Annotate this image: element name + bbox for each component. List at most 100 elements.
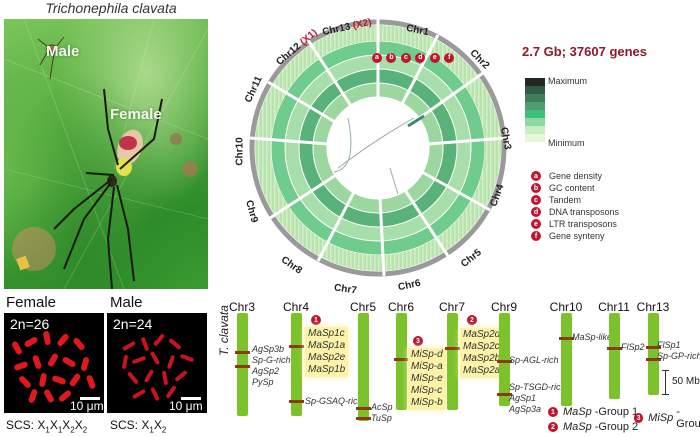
color-step (525, 78, 545, 86)
female-karyotype-title: Female (6, 294, 57, 311)
mb-scale-label: 50 Mb (672, 376, 700, 387)
track-badge-icon: b (531, 183, 541, 193)
gene-label: MiSp-d (411, 349, 443, 360)
female-scs-prefix: SCS: (6, 418, 38, 432)
group-badge-icon: 2 (548, 422, 558, 432)
circos-plot: a b c d e f Chr1 Chr2 Chr3 Chr4 Chr5 Chr… (228, 8, 528, 298)
chr7-title: Chr7 (438, 300, 465, 314)
track-label: Gene density (549, 171, 603, 181)
gene-band (289, 400, 304, 403)
female-scale-bar (80, 397, 100, 400)
female-chromosome-count: 2n=26 (10, 316, 50, 332)
gene-band (289, 345, 304, 348)
gene-label: MaSp2b (463, 353, 501, 364)
circos-rings (249, 18, 507, 277)
chr11-bar (607, 313, 622, 399)
track-badge-e: e (429, 52, 440, 63)
spider-illustration (4, 19, 208, 289)
track-badge-icon: d (531, 207, 541, 217)
female-sex-chromosome-system: SCS: X1X1X2X2 (6, 418, 87, 434)
female-chromosomes (12, 331, 96, 403)
track-legend-item: b GC content (531, 182, 619, 194)
chr13-bar (646, 313, 661, 395)
chr-label-10: Chr10 (234, 137, 246, 166)
gene-band (445, 347, 460, 350)
gene-band (235, 365, 250, 368)
mb-scale-bar (665, 370, 666, 394)
male-scs-prefix: SCS: (110, 418, 142, 432)
female-karyotype-image: 2n=26 10 μm (4, 313, 104, 413)
male-karyotype-title: Male (110, 294, 143, 311)
chr11-title: Chr11 (598, 300, 630, 314)
gene-label: PySp (252, 377, 274, 387)
male-scs-formula: X1X2 (141, 418, 167, 435)
track-badge-f: f (444, 52, 455, 63)
gene-label: FlSp2 (621, 342, 645, 352)
track-badge-a: a (372, 52, 382, 63)
chr9-bar (497, 313, 512, 406)
female-label: Female (110, 106, 162, 123)
color-step (525, 126, 545, 134)
gene-label: Sp-AGL-rich (509, 355, 559, 365)
track-badge-icon: a (531, 171, 541, 181)
group-3-marker: 3 (413, 336, 423, 346)
group-badge-icon: 3 (634, 413, 644, 423)
gene-label: Sp-G-rich (252, 355, 291, 365)
group-suffix: -Group 1 (594, 406, 639, 418)
genome-stat: 2.7 Gb; 37607 genes (522, 44, 648, 59)
color-step (525, 86, 545, 94)
group-legend-2: 2 MaSp -Group 2 (548, 421, 638, 433)
gene-band (235, 351, 250, 354)
track-label: DNA transposons (549, 207, 620, 217)
scale-max-label: Maximum (548, 76, 588, 86)
track-label: Tandem (549, 195, 582, 205)
chr10-bar (559, 313, 574, 406)
gene-label: MaSp1a (308, 340, 346, 351)
track-legend: a Gene density b GC content c Tandem d DNA t… (531, 170, 619, 242)
track-legend-item: e LTR transposons (531, 218, 619, 230)
gene-band (356, 417, 371, 420)
color-scale (525, 78, 545, 142)
group-2-marker: 2 (467, 315, 477, 325)
species-title: Trichonephila clavata (45, 0, 177, 16)
chr3-genes: AgSp3b Sp-G-rich AgSp2 PySp (252, 344, 291, 388)
gene-label: MaSp2c (463, 341, 500, 352)
gene-band (497, 360, 512, 363)
chr7-bar (445, 313, 460, 410)
gene-label: MiSp-b (411, 397, 443, 408)
track-label: Gene synteny (549, 231, 605, 241)
group-badge-icon: 1 (548, 407, 558, 417)
gene-band (497, 393, 512, 396)
track-badge-c: c (400, 52, 411, 63)
gene-label: MaSp1c (308, 328, 345, 339)
female-scs-formula: X1X1X2X2 (37, 418, 88, 435)
gene-label: AgSp3b (252, 344, 285, 354)
chr6-highlight-genes: MiSp-d MiSp-a MiSp-e MiSp-c MiSp-b (408, 348, 446, 410)
gene-label: MiSp-a (411, 361, 443, 372)
chr3-title: Chr3 (228, 300, 255, 314)
female-scale-label: 10 μm (70, 399, 104, 413)
chr4-highlight-genes: MaSp1c MaSp1a MaSp2e MaSp1b (305, 327, 349, 377)
chr13-genes: FlSp1 Sp-GP-rich (657, 340, 700, 362)
gene-label: MaSp2a (463, 365, 501, 376)
color-step (525, 94, 545, 102)
track-badges: a b c d e f (372, 46, 455, 68)
gene-label: FlSp1 (657, 340, 681, 350)
gene-label: Sp-GP-rich (657, 351, 700, 361)
track-badge-b: b (386, 52, 397, 63)
male-chromosome-count: 2n=24 (113, 316, 153, 332)
scale-min-label: Minimum (548, 138, 585, 148)
track-legend-item: d DNA transposons (531, 206, 619, 218)
male-sex-chromosome-system: SCS: X1X2 (110, 418, 166, 434)
track-label: LTR transposons (549, 219, 617, 229)
gene-label: AgSp1 (509, 393, 537, 403)
group-suffix: -Group (676, 406, 700, 430)
gene-band (394, 358, 409, 361)
group-legend-1: 1 MaSp -Group 1 (548, 406, 638, 418)
group-prefix: MaSp (563, 406, 592, 418)
track-badge-icon: f (531, 231, 541, 241)
gene-label: MaSp1b (308, 364, 346, 375)
male-scale-bar (181, 397, 201, 400)
gene-band (646, 346, 661, 349)
gene-label: MaSp2d (463, 329, 501, 340)
